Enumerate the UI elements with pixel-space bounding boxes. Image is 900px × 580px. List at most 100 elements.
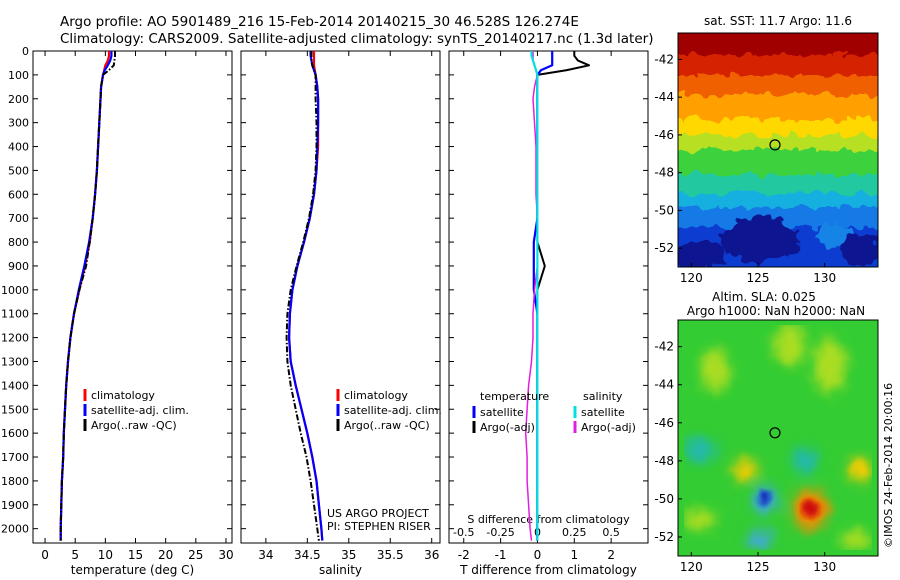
diff-series-line-2 xyxy=(530,51,539,541)
legend-label: satellite-adj. clim. xyxy=(344,404,442,417)
x-tick-label: 0 xyxy=(41,548,49,562)
credit-line2: PI: STEPHEN RISER xyxy=(327,520,431,533)
legend-label: climatology xyxy=(344,389,408,402)
sla-heatmap xyxy=(678,320,878,556)
map-y-tick-label: -48 xyxy=(654,454,674,468)
x-tick-label: 34 xyxy=(258,548,273,562)
map-x-tick-label: 120 xyxy=(680,560,703,574)
x-tick-label-top: -0.5 xyxy=(453,526,474,539)
y-tick-label: 1500 xyxy=(1,403,29,416)
x-tick-label: -1 xyxy=(495,548,507,562)
x-tick-label: 2 xyxy=(607,548,615,562)
legend-title-salinity: salinity xyxy=(583,390,623,403)
x-axis-label: T difference from climatology xyxy=(459,563,637,577)
y-tick-label: 1900 xyxy=(1,499,29,512)
legend-label: Argo(-adj) xyxy=(581,421,636,434)
temperature-profile-panel: 0 5 10 15 20 25 30 temperature (deg C) 0 100 200 30… xyxy=(1,45,234,577)
x-tick-label: 34.5 xyxy=(294,548,321,562)
map-y-tick-label: -44 xyxy=(654,90,674,104)
sst-heatmap xyxy=(678,33,878,267)
map-x-tick-label: 125 xyxy=(747,271,770,285)
x-tick-label: 5 xyxy=(71,548,79,562)
diff-series-line-1 xyxy=(536,51,590,541)
y-tick-label: 600 xyxy=(8,188,29,201)
difference-profile-panel: -2 -1 0 1 2T difference from climatology -0.5… xyxy=(448,50,649,577)
legend-label: satellite xyxy=(581,406,625,419)
y-tick-label: 800 xyxy=(8,236,29,249)
panel-frame xyxy=(448,50,649,544)
y-tick-label: 1800 xyxy=(1,475,29,488)
map-y-tick-label: -52 xyxy=(654,241,674,255)
x-tick-label: -2 xyxy=(458,548,470,562)
y-tick-label: 1400 xyxy=(1,379,29,392)
y-tick-label: 900 xyxy=(8,260,29,273)
sst-map-frame xyxy=(677,32,879,268)
x-tick-label: 35.5 xyxy=(377,548,404,562)
map-x-tick-label: 125 xyxy=(747,560,770,574)
y-tick-label: 1100 xyxy=(1,308,29,321)
sst-map-axes: 120 125 130 -42 -44 -46 -48 -50 -52 xyxy=(654,52,836,285)
y-tick-label: 0 xyxy=(22,45,29,58)
legend-label: satellite-adj. clim. xyxy=(91,404,189,417)
x-axis-label: temperature (deg C) xyxy=(71,563,194,577)
credit-line1: US ARGO PROJECT xyxy=(327,507,429,520)
map-y-tick-label: -50 xyxy=(654,492,674,506)
legend-title-temperature: temperature xyxy=(480,390,549,403)
map-y-tick-label: -46 xyxy=(654,128,674,142)
x-tick-label-top: -0.25 xyxy=(486,526,514,539)
series-line-2 xyxy=(59,51,116,541)
x-tick-label: 35 xyxy=(341,548,356,562)
map-y-tick-label: -42 xyxy=(654,340,674,354)
x-tick-label: 25 xyxy=(188,548,203,562)
header-title-line1: Argo profile: AO 5901489_216 15-Feb-2014… xyxy=(60,14,579,30)
map-y-tick-label: -50 xyxy=(654,203,674,217)
sla-map-frame xyxy=(677,319,879,557)
x-tick-label: 15 xyxy=(128,548,143,562)
x-tick-label: 20 xyxy=(158,548,173,562)
x-tick-label: 10 xyxy=(98,548,113,562)
legend-label: Argo(..raw -QC) xyxy=(91,419,177,432)
sla-map-axes: 120 125 130 -42 -44 -46 -48 -50 -52 xyxy=(654,340,836,574)
map-x-tick-label: 130 xyxy=(813,560,836,574)
map-y-tick-label: -44 xyxy=(654,378,674,392)
y-tick-label: 700 xyxy=(8,212,29,225)
argo-float-marker-sla xyxy=(769,427,781,439)
salinity-profile-panel: 34 34.5 35 35.5 36 salinity climatology satelli… xyxy=(240,50,442,577)
x-tick-label: 0 xyxy=(534,548,542,562)
x-tick-label: 1 xyxy=(570,548,578,562)
x-tick-label: 36 xyxy=(424,548,439,562)
map-y-tick-label: -42 xyxy=(654,52,674,66)
map-x-tick-label: 130 xyxy=(813,271,836,285)
legend-label: Argo(-adj) xyxy=(480,421,535,434)
y-tick-label: 400 xyxy=(8,141,29,154)
map-y-tick-label: -52 xyxy=(654,530,674,544)
y-tick-label: 1600 xyxy=(1,427,29,440)
x-tick-label: 30 xyxy=(218,548,233,562)
map-y-tick-label: -48 xyxy=(654,166,674,180)
map-x-tick-label: 120 xyxy=(680,271,703,285)
panel-frame xyxy=(32,50,233,544)
map-y-tick-label: -46 xyxy=(654,416,674,430)
series-line-2 xyxy=(285,51,320,541)
x-axis-label-top: S difference from climatology xyxy=(467,513,630,526)
argo-float-marker-sst xyxy=(769,139,781,151)
imos-timestamp-label: ©IMOS 24-Feb-2014 20:00:16 xyxy=(882,383,895,548)
x-tick-label-top: 0.25 xyxy=(562,526,587,539)
legend-label: satellite xyxy=(480,406,524,419)
x-tick-label-top: 0.5 xyxy=(602,526,620,539)
sla-map-subtitle: Argo h1000: NaN h2000: NaN xyxy=(687,304,865,318)
y-tick-label: 2000 xyxy=(1,523,29,536)
y-tick-label: 300 xyxy=(8,117,29,130)
legend-label: climatology xyxy=(91,389,155,402)
legend-label: Argo(..raw -QC) xyxy=(344,419,430,432)
sla-map-title: Altim. SLA: 0.025 xyxy=(712,290,816,304)
y-tick-label: 200 xyxy=(8,93,29,106)
y-tick-label: 1000 xyxy=(1,284,29,297)
panel-frame xyxy=(240,50,441,544)
sst-map-title: sat. SST: 11.7 Argo: 11.6 xyxy=(704,14,852,28)
series-line-0 xyxy=(59,51,111,541)
y-tick-label: 100 xyxy=(8,69,29,82)
y-tick-label: 1300 xyxy=(1,355,29,368)
y-tick-label: 500 xyxy=(8,164,29,177)
